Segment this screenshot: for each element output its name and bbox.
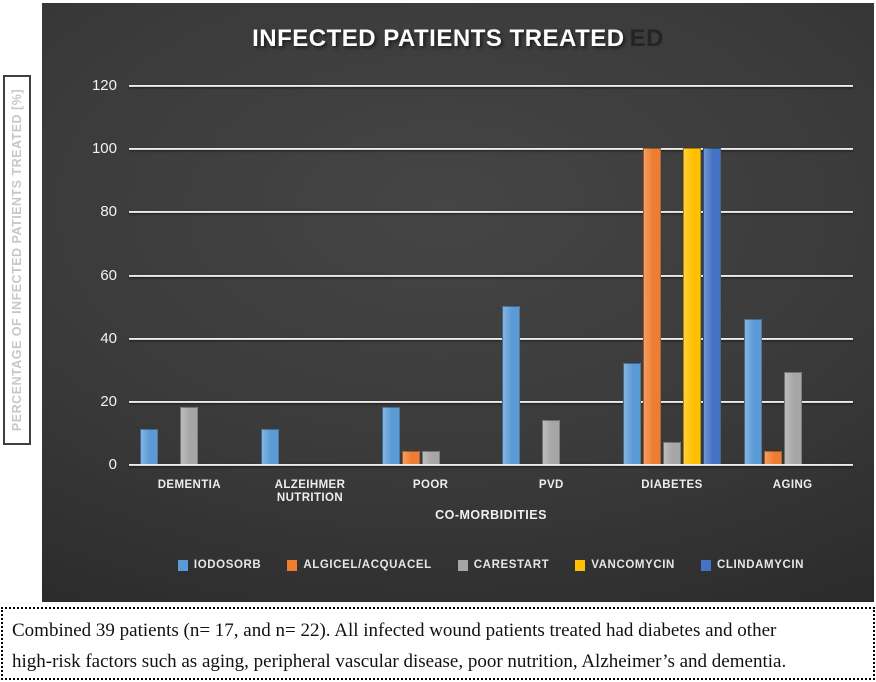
legend-item: IODOSORB xyxy=(177,559,262,571)
gridline xyxy=(129,148,853,151)
y-tick-label: 80 xyxy=(100,203,117,221)
y-tick-label: 100 xyxy=(91,140,117,158)
category-label: AGING xyxy=(772,479,813,491)
y-tick-label: 20 xyxy=(100,392,117,410)
bar xyxy=(663,441,681,464)
y-tick-label: 120 xyxy=(91,77,117,94)
bar xyxy=(542,419,561,464)
y-tick-label: 40 xyxy=(100,329,117,347)
gridline xyxy=(129,85,853,87)
legend-item: CLINDAMYCIN xyxy=(700,559,805,571)
legend-swatch xyxy=(287,559,298,571)
gridline xyxy=(129,211,853,214)
chart-panel: INFECTED PATIENTS TREATED ED 0 20 40 60 80 100… xyxy=(42,3,874,602)
category-label: DIABETES xyxy=(641,479,703,491)
bar xyxy=(643,148,661,464)
bar xyxy=(502,306,521,464)
gridline xyxy=(129,337,853,340)
bar xyxy=(401,451,420,464)
chart-title-text: INFECTED PATIENTS TREATED xyxy=(252,25,625,52)
bar xyxy=(783,372,802,464)
caption-line-2: high-risk factors such as aging, periphe… xyxy=(12,651,787,672)
bar xyxy=(623,362,641,464)
bar xyxy=(743,318,762,464)
legend-swatch xyxy=(575,559,586,571)
bar xyxy=(261,429,279,464)
gridline xyxy=(129,274,853,277)
legend-item: ALGICEL/ACQUACEL xyxy=(287,559,431,571)
gridline xyxy=(129,400,853,403)
bar xyxy=(421,451,440,464)
legend-label: ALGICEL/ACQUACEL xyxy=(303,559,432,571)
y-tick-label: 60 xyxy=(100,266,117,284)
legend-label: IODOSORB xyxy=(193,559,262,571)
caption-line-1: Combined 39 patients (n= 17, and n= 22).… xyxy=(12,620,777,641)
bar xyxy=(381,407,400,464)
category-label: POOR xyxy=(412,479,449,491)
legend-item: VANCOMYCIN xyxy=(575,559,675,571)
bar xyxy=(140,429,159,464)
legend-item: CARESTART xyxy=(457,559,550,571)
category-label: PVD xyxy=(538,479,564,491)
legend-swatch xyxy=(457,559,468,571)
y-axis-label-box: PERCENTAGE OF INFECTED PATIENTS TREATED … xyxy=(3,75,31,445)
bar xyxy=(180,407,199,464)
gridline xyxy=(129,464,853,466)
legend-label: VANCOMYCIN xyxy=(591,559,675,571)
legend: IODOSORB ALGICEL/ACQUACEL CARESTART VANCOMY… xyxy=(129,559,853,571)
legend-label: CLINDAMYCIN xyxy=(716,559,805,571)
chart-title: INFECTED PATIENTS TREATED ED xyxy=(42,25,874,53)
chart-title-ghost-text: ED xyxy=(629,25,664,52)
bar xyxy=(763,451,782,464)
bar xyxy=(703,148,721,464)
legend-swatch xyxy=(177,559,188,571)
legend-label: CARESTART xyxy=(473,559,550,571)
category-label: ALZEIHMER NUTRITION xyxy=(274,479,346,504)
x-axis-title: CO-MORBIDITIES xyxy=(435,508,547,522)
plot-area: 0 20 40 60 80 100 120 DEMENTIA ALZEIHMER NUTRITIO… xyxy=(92,77,853,504)
legend-swatch xyxy=(700,559,711,571)
y-tick-label: 0 xyxy=(108,456,117,473)
category-label: DEMENTIA xyxy=(157,479,221,491)
y-axis-label: PERCENTAGE OF INFECTED PATIENTS TREATED … xyxy=(10,88,24,432)
caption-box: Combined 39 patients (n= 17, and n= 22).… xyxy=(1,607,875,680)
bar xyxy=(683,148,701,464)
